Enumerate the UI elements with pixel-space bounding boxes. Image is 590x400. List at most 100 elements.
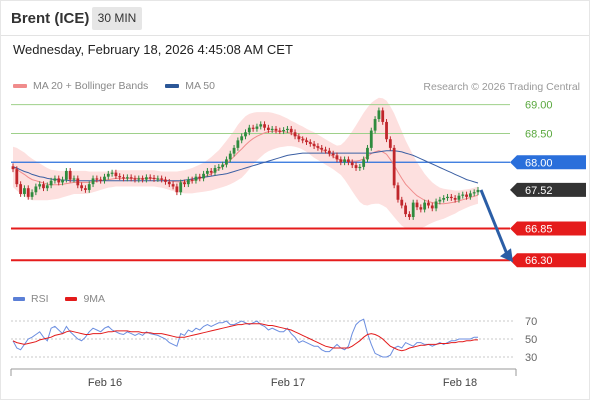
candle-body <box>381 110 385 122</box>
candle-body <box>465 194 468 197</box>
candle-body <box>202 173 205 179</box>
candle-body <box>190 179 194 181</box>
candle-body <box>362 159 366 167</box>
candle-body <box>194 176 198 181</box>
level-label-67.52: 67.52 <box>525 185 553 197</box>
candle-body <box>453 198 457 200</box>
candle-body <box>68 170 72 180</box>
candle-body <box>324 149 327 151</box>
candle-body <box>61 179 64 183</box>
price-legend: MA 20 + Bollinger Bands MA 50 <box>13 80 229 92</box>
level-box-66.30 <box>510 253 586 268</box>
legend-ma50-swatch <box>165 84 180 89</box>
candle-body <box>26 188 30 197</box>
rsi-tick-30: 30 <box>525 352 537 364</box>
candle-body <box>366 147 369 160</box>
candle-body <box>472 192 476 194</box>
candle-body <box>400 199 404 206</box>
candle-body <box>312 143 316 147</box>
candle-body <box>247 127 251 133</box>
candle-body <box>308 142 312 144</box>
candle-body <box>449 196 453 199</box>
candle-body <box>434 201 438 209</box>
candle-body <box>316 146 320 148</box>
x-tick-label: Feb 17 <box>271 377 305 389</box>
candle-body <box>133 178 137 180</box>
candle-body <box>438 199 442 202</box>
candle-body <box>198 176 202 179</box>
legend-ma20: MA 20 + Bollinger Bands <box>13 80 148 92</box>
candle-body <box>331 153 335 156</box>
candle-body <box>373 119 377 131</box>
header-divider <box>0 35 590 36</box>
timeframe-button[interactable]: 30 MIN <box>92 7 142 30</box>
candle-body <box>76 178 80 186</box>
candle-body <box>327 150 331 154</box>
candle-body <box>289 128 293 133</box>
candle-body <box>297 136 301 140</box>
legend-rsi: RSI <box>13 293 49 305</box>
candle-body <box>293 132 297 137</box>
candle-body <box>145 177 148 180</box>
candle-body <box>114 172 118 177</box>
candle-body <box>34 186 38 193</box>
candle-body <box>80 185 84 189</box>
candle-body <box>407 214 411 218</box>
candle-body <box>430 205 434 209</box>
candle-body <box>129 177 133 179</box>
candle-body <box>87 184 91 190</box>
candle-body <box>30 192 34 197</box>
candle-body <box>392 147 396 186</box>
candle-body <box>148 177 152 179</box>
candle-body <box>118 176 122 178</box>
candle-body <box>343 159 346 163</box>
candle-body <box>419 207 423 210</box>
candle-body <box>228 153 232 160</box>
candle-body <box>152 177 156 180</box>
candle-body <box>476 189 480 193</box>
candle-body <box>278 130 282 132</box>
candle-body <box>347 159 350 163</box>
candles <box>11 107 480 220</box>
candle-body <box>11 166 15 170</box>
level-label-66.85: 66.85 <box>525 224 553 236</box>
candle-body <box>72 178 76 180</box>
candle-body <box>369 130 373 148</box>
level-label-69.00: 69.00 <box>525 100 553 112</box>
bollinger-band <box>13 97 478 230</box>
candle-body <box>354 165 358 169</box>
candle-body <box>156 178 160 180</box>
candle-body <box>232 147 236 154</box>
candle-body <box>167 181 171 185</box>
candle-body <box>240 136 244 141</box>
candle-body <box>137 178 141 180</box>
candle-body <box>53 178 57 181</box>
credit-text: Research © 2026 Trading Central <box>423 81 580 93</box>
candle-body <box>377 110 381 120</box>
rsi-legend: RSI 9MA <box>13 293 119 305</box>
candle-body <box>99 179 103 181</box>
candle-body <box>457 195 461 200</box>
candle-body <box>217 166 221 169</box>
candle-body <box>15 169 19 185</box>
candle-body <box>57 178 61 183</box>
candle-body <box>122 177 125 179</box>
candle-body <box>209 170 213 173</box>
candle-body <box>84 188 87 190</box>
candle-body <box>175 186 179 193</box>
candle-body <box>160 178 164 180</box>
candle-body <box>49 180 53 186</box>
level-box-68.00 <box>510 155 586 170</box>
candle-body <box>221 164 225 167</box>
candle-body <box>446 196 449 199</box>
rsi-line <box>12 318 478 358</box>
candle-body <box>42 184 45 189</box>
candle-body <box>411 202 415 218</box>
candle-body <box>427 202 430 206</box>
candle-body <box>164 179 167 182</box>
candle-body <box>23 188 26 194</box>
candle-body <box>125 177 129 179</box>
header: Brent (ICE) 30 MIN <box>0 0 590 35</box>
level-box-66.85 <box>510 221 586 236</box>
level-label-68.00: 68.00 <box>525 157 553 169</box>
